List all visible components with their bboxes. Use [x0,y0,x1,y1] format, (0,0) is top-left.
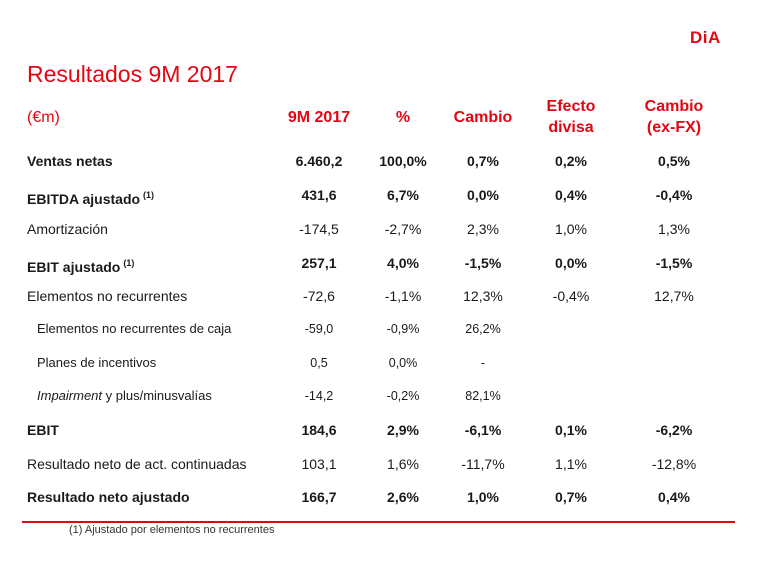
cell-cambio: 26,2% [465,322,501,336]
cell-cambio: -11,7% [461,456,505,472]
row-resultado-neto-ajustado: Resultado neto ajustado 166,7 2,6% 1,0% … [0,487,777,507]
row-amortizacion: Amortización -174,5 -2,7% 2,3% 1,0% 1,3% [0,219,777,239]
header-efecto-line1: Efecto [546,98,596,115]
cell-percent: 1,6% [387,456,419,472]
header-unit: (€m) [27,109,60,126]
cell-percent: -0,2% [386,389,420,403]
header-9m-2017: 9M 2017 [287,109,351,126]
cell-percent: 2,6% [387,489,419,505]
row-label-italic: Impairment [37,388,103,403]
cell-cambio-exfx: -0,4% [655,187,693,203]
bottom-divider [22,521,735,523]
header-percent: % [395,109,411,126]
row-label: EBIT [27,422,59,438]
cell-percent: -0,9% [386,322,420,336]
cell-efecto-divisa: 0,1% [555,422,587,438]
cell-efecto-divisa: 1,0% [555,221,587,237]
cell-cambio-exfx: 0,4% [658,489,690,505]
dia-logo: DiA [690,28,721,47]
cell-9m2017: 0,5 [310,356,328,370]
row-resultado-neto-continuadas: Resultado neto de act. continuadas 103,1… [0,454,777,474]
cell-9m2017: 257,1 [301,255,337,271]
row-label-rest: y plus/minusvalías [102,388,212,403]
row-label: Ventas netas [27,153,113,169]
cell-percent: 100,0% [379,153,427,169]
cell-cambio-exfx: 12,7% [654,288,694,304]
row-planes-incentivos: Planes de incentivos 0,5 0,0% - [0,353,777,373]
cell-efecto-divisa: -0,4% [552,288,590,304]
cell-cambio: -1,5% [464,255,502,271]
header-cambio-exfx-line1: Cambio [644,98,704,115]
row-label: Elementos no recurrentes [27,288,188,304]
row-label-wrap: EBIT ajustado (1) [27,253,134,277]
header-cambio: Cambio [453,109,513,126]
row-ebit-ajustado: EBIT ajustado (1) 257,1 4,0% -1,5% 0,0% -… [0,253,777,275]
cell-cambio: - [480,356,486,370]
header-efecto-line2: divisa [548,119,594,136]
row-ebit: EBIT 184,6 2,9% -6,1% 0,1% -6,2% [0,420,777,440]
row-impairment: Impairment y plus/minusvalías -14,2 -0,2… [0,386,777,406]
cell-cambio: 2,3% [467,221,499,237]
row-label: EBITDA ajustado [27,191,141,207]
cell-cambio-exfx: -12,8% [651,456,697,472]
row-label: Elementos no recurrentes de caja [37,321,232,336]
cell-cambio: 0,0% [467,187,499,203]
row-ebitda-ajustado: EBITDA ajustado (1) 431,6 6,7% 0,0% 0,4% … [0,185,777,207]
cell-efecto-divisa: 0,4% [555,187,587,203]
cell-9m2017: -14,2 [304,389,334,403]
footnote: (1) Ajustado por elementos no recurrente… [69,524,275,536]
row-elementos-no-recurrentes: Elementos no recurrentes -72,6 -1,1% 12,… [0,286,777,306]
row-label-wrap: EBITDA ajustado (1) [27,185,154,209]
cell-cambio: 82,1% [465,389,501,403]
row-label: Resultado neto ajustado [27,489,190,505]
cell-9m2017: 6.460,2 [295,153,343,169]
row-ventas-netas: Ventas netas 6.460,2 100,0% 0,7% 0,2% 0,… [0,151,777,171]
cell-9m2017: 103,1 [301,456,337,472]
footnote-ref: (1) [143,190,155,200]
cell-efecto-divisa: 0,0% [555,255,587,271]
row-elementos-no-recurrentes-caja: Elementos no recurrentes de caja -59,0 -… [0,319,777,339]
cell-9m2017: 431,6 [301,187,337,203]
row-label-wrap: Impairment y plus/minusvalías [37,386,212,406]
header-cambio-exfx: Cambio (ex-FX) [631,96,717,138]
cell-cambio: 12,3% [463,288,503,304]
row-label: Planes de incentivos [37,355,157,370]
row-label: Resultado neto de act. continuadas [27,456,247,472]
cell-9m2017: 166,7 [301,489,337,505]
cell-9m2017: -59,0 [304,322,334,336]
cell-percent: -2,7% [384,221,422,237]
cell-efecto-divisa: 0,7% [555,489,587,505]
page-title: Resultados 9M 2017 [27,61,238,87]
cell-percent: 2,9% [387,422,419,438]
cell-cambio: 1,0% [467,489,499,505]
cell-9m2017: 184,6 [301,422,337,438]
cell-cambio: 0,7% [467,153,499,169]
cell-efecto-divisa: 0,2% [555,153,587,169]
cell-cambio-exfx: 1,3% [658,221,690,237]
row-label: EBIT ajustado [27,259,121,275]
header-efecto-divisa: Efecto divisa [528,96,614,138]
cell-percent: 0,0% [388,356,418,370]
cell-cambio: -6,1% [464,422,502,438]
cell-percent: -1,1% [384,288,422,304]
cell-9m2017: -174,5 [299,221,339,237]
cell-efecto-divisa: 1,1% [555,456,587,472]
footnote-ref: (1) [123,258,135,268]
cell-9m2017: -72,6 [303,288,335,304]
cell-percent: 4,0% [387,255,419,271]
cell-percent: 6,7% [387,187,419,203]
cell-cambio-exfx: -6,2% [655,422,693,438]
cell-cambio-exfx: -1,5% [655,255,693,271]
header-cambio-exfx-line2: (ex-FX) [646,119,702,136]
cell-cambio-exfx: 0,5% [658,153,690,169]
row-label: Amortización [27,221,108,237]
